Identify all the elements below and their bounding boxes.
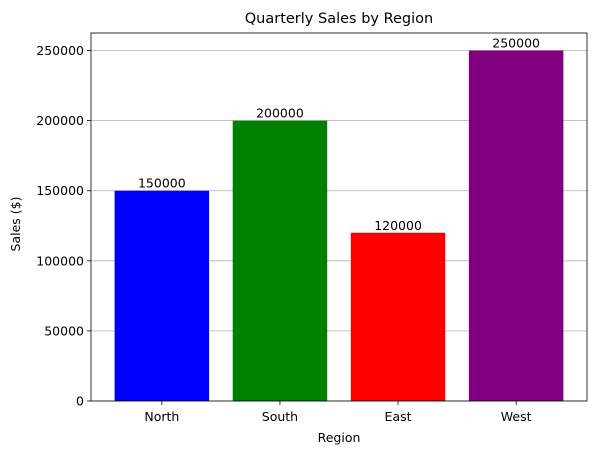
data-label-north: 150000 [138, 176, 186, 191]
x-axis-label: Region [318, 430, 361, 445]
data-label-south: 200000 [256, 106, 304, 121]
y-tick-label: 0 [76, 394, 84, 409]
data-label-east: 120000 [374, 218, 422, 233]
y-axis: 0 50000 100000 150000 200000 250000 [36, 43, 91, 409]
x-tick-label-east: East [385, 409, 412, 424]
x-tick-label-west: West [501, 409, 532, 424]
bar-south [232, 120, 328, 401]
x-tick-label-north: North [144, 409, 179, 424]
bar-north [114, 190, 210, 401]
y-tick-label: 200000 [36, 113, 84, 128]
y-tick-label: 250000 [36, 43, 84, 58]
y-tick-label: 150000 [36, 183, 84, 198]
y-tick-label: 50000 [44, 323, 84, 338]
chart-title: Quarterly Sales by Region [245, 11, 433, 27]
x-tick-label-south: South [262, 409, 298, 424]
data-labels: 150000 200000 120000 250000 [138, 36, 540, 233]
bars [114, 50, 564, 402]
plot-frame [90, 32, 588, 402]
bar-west [468, 50, 564, 402]
y-tick-label: 100000 [36, 253, 84, 268]
data-label-west: 250000 [492, 36, 540, 51]
bar-east [350, 232, 446, 401]
y-axis-label: Sales ($) [8, 197, 23, 252]
x-axis: North South East West [144, 401, 532, 424]
